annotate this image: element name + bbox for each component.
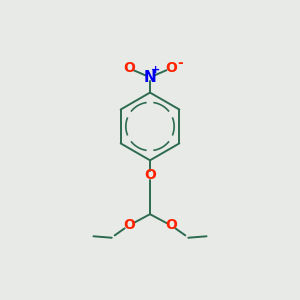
Text: O: O bbox=[123, 218, 135, 233]
Text: N: N bbox=[144, 70, 156, 85]
Text: O: O bbox=[123, 61, 135, 75]
Text: +: + bbox=[151, 65, 160, 75]
Text: O: O bbox=[165, 61, 177, 75]
Text: O: O bbox=[144, 168, 156, 182]
Text: O: O bbox=[165, 218, 177, 233]
Text: -: - bbox=[177, 56, 183, 70]
